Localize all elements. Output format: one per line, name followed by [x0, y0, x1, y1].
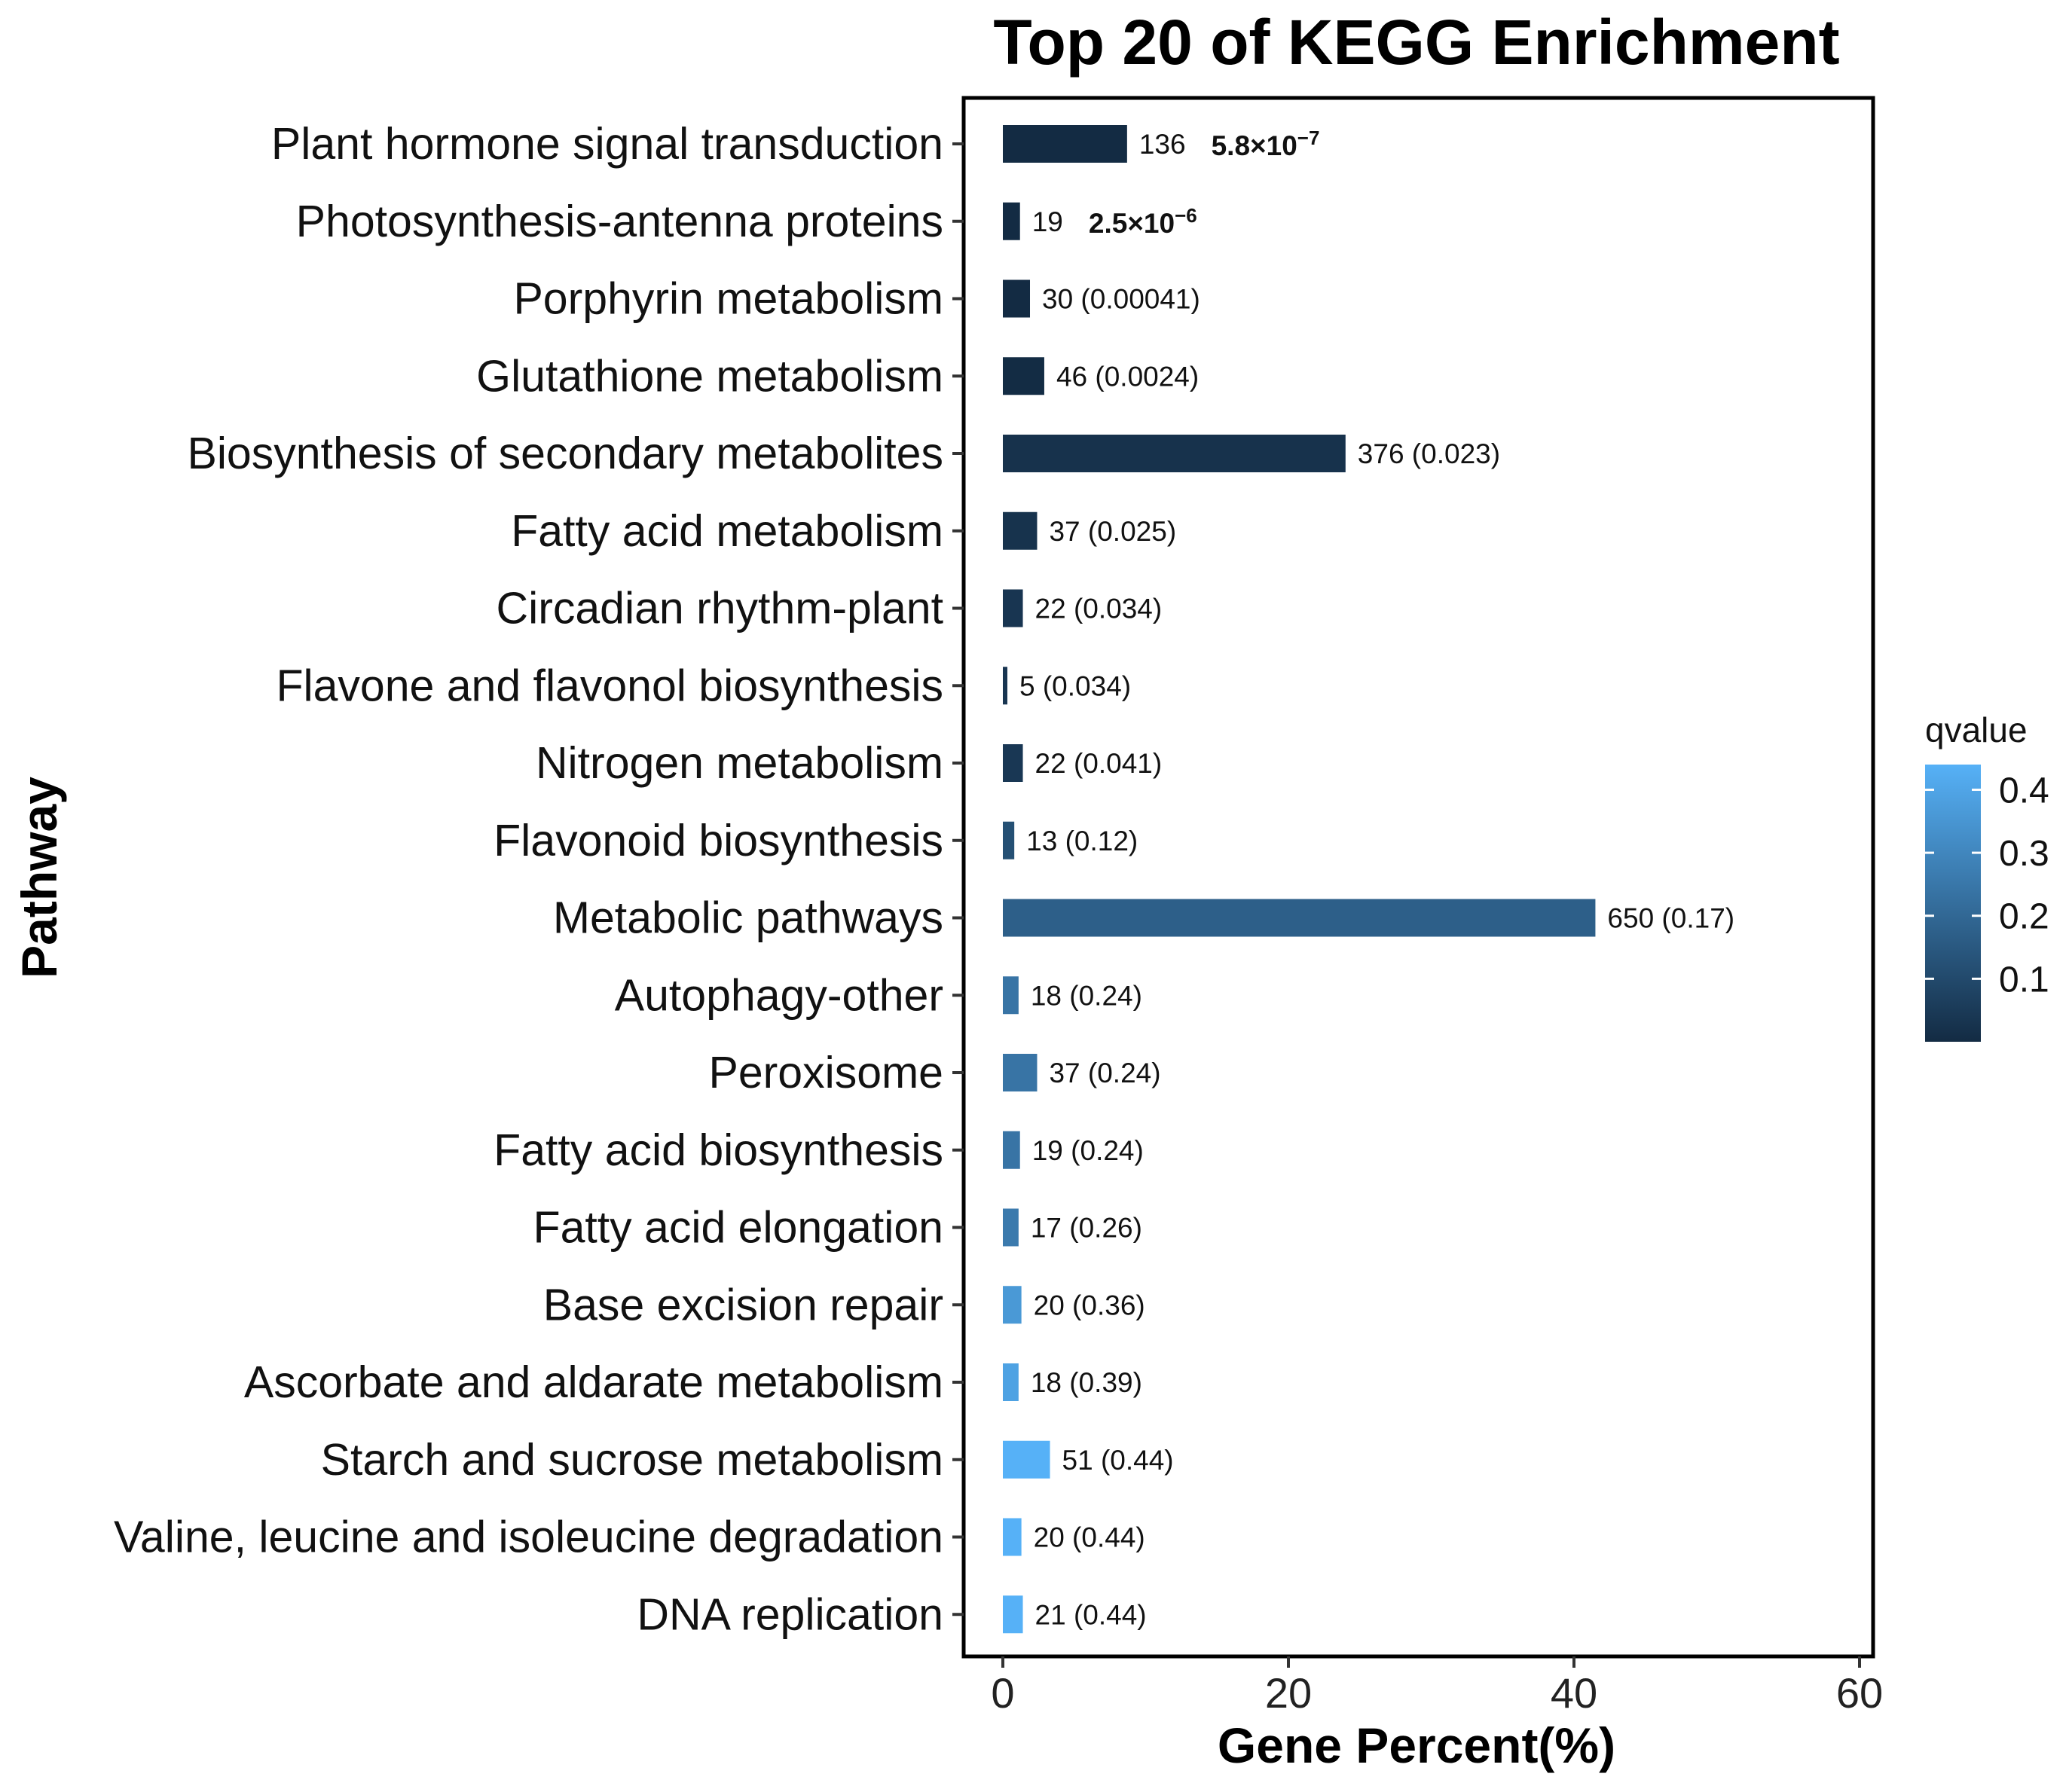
bar-label: 376 (0.023) — [1358, 438, 1500, 469]
bar-label: 13 (0.12) — [1026, 826, 1138, 856]
bar — [1003, 1131, 1020, 1169]
bar — [1003, 435, 1346, 472]
legend-title: qvalue — [1925, 710, 2028, 749]
category-label: Ascorbate and aldarate metabolism — [244, 1357, 943, 1407]
bar-label: 20 (0.44) — [1034, 1522, 1145, 1553]
bar — [1003, 976, 1019, 1015]
bar-label: 22 (0.041) — [1035, 748, 1163, 779]
bar — [1003, 744, 1023, 782]
bar — [1003, 357, 1044, 395]
bar-labels: 136 5.8×10−719 2.5×10−630 (0.00041)46 (0.0… — [1019, 127, 1734, 1630]
bar-label: 650 (0.17) — [1607, 903, 1734, 934]
x-axis-title: Gene Percent(%) — [1218, 1717, 1615, 1773]
bar-label-count: 19 — [1032, 206, 1063, 237]
bar-label: 19 (0.24) — [1032, 1135, 1144, 1166]
category-label: Fatty acid metabolism — [511, 506, 943, 556]
bar — [1003, 1363, 1019, 1401]
bar — [1003, 125, 1127, 163]
bar-label: 18 (0.39) — [1031, 1367, 1142, 1398]
bar — [1003, 899, 1596, 937]
category-label: Metabolic pathways — [553, 893, 943, 943]
x-tick-label: 20 — [1265, 1669, 1312, 1717]
x-tick-label: 60 — [1836, 1669, 1883, 1717]
bar-label: 46 (0.0024) — [1056, 361, 1199, 392]
category-label: Flavone and flavonol biosynthesis — [276, 661, 943, 710]
bar — [1003, 589, 1023, 627]
bar-label: 37 (0.025) — [1049, 516, 1176, 547]
category-labels: Plant hormone signal transduction Photosy… — [114, 119, 964, 1639]
category-label: Autophagy-other — [615, 970, 943, 1020]
bar — [1003, 821, 1015, 859]
category-label: Starch and sucrose metabolism — [321, 1435, 943, 1485]
category-label: Fatty acid elongation — [533, 1203, 943, 1253]
bar — [1003, 667, 1007, 705]
bar-label: 5 (0.034) — [1019, 670, 1131, 701]
category-label: Biosynthesis of secondary metabolites — [187, 429, 943, 478]
bar-label: 17 (0.26) — [1031, 1213, 1142, 1244]
x-tick-label: 0 — [991, 1669, 1014, 1717]
x-axis: 0 20 40 60 — [991, 1656, 1883, 1717]
plot-panel — [961, 96, 1875, 1659]
y-axis-title: Pathway — [11, 777, 67, 978]
chart-title: Top 20 of KEGG Enrichment — [993, 7, 1839, 78]
bar — [1003, 1286, 1022, 1324]
bar-label: 37 (0.24) — [1049, 1058, 1160, 1088]
bar — [1003, 279, 1031, 318]
bar-label: 20 (0.36) — [1034, 1290, 1145, 1320]
qvalue-legend: qvalue 0.1 0.2 0.3 0.4 — [1925, 710, 2049, 1042]
legend-ticks: 0.1 0.2 0.3 0.4 — [1925, 771, 2049, 1000]
legend-tick-label: 0.1 — [1999, 960, 2049, 1000]
legend-tick-label: 0.3 — [1999, 834, 2049, 874]
bar — [1003, 1208, 1019, 1247]
bar — [1003, 1518, 1022, 1556]
category-label: Glutathione metabolism — [476, 351, 943, 401]
legend-tick-label: 0.2 — [1999, 897, 2049, 937]
category-label: Nitrogen metabolism — [536, 738, 943, 788]
bar-label-count: 136 — [1139, 129, 1186, 160]
category-label: Peroxisome — [708, 1048, 943, 1097]
bar-label: 18 (0.24) — [1031, 980, 1142, 1011]
bar — [1003, 511, 1038, 550]
bar — [1003, 1440, 1050, 1479]
bars — [1003, 125, 1596, 1634]
category-label: Plant hormone signal transduction — [271, 119, 943, 169]
category-label: Fatty acid biosynthesis — [494, 1125, 943, 1175]
legend-tick-label: 0.4 — [1999, 771, 2049, 811]
category-label: DNA replication — [637, 1589, 943, 1639]
bar — [1003, 202, 1020, 240]
category-label: Flavonoid biosynthesis — [494, 816, 943, 865]
category-label: Circadian rhythm-plant — [496, 584, 943, 633]
x-tick-label: 40 — [1551, 1669, 1597, 1717]
bar-label: 22 (0.034) — [1035, 594, 1163, 624]
category-label: Valine, leucine and isoleucine degradati… — [114, 1513, 943, 1562]
category-label: Base excision repair — [543, 1280, 943, 1329]
bar — [1003, 1054, 1038, 1091]
bar-label: 21 (0.44) — [1035, 1599, 1147, 1630]
bar-label: 30 (0.00041) — [1042, 284, 1200, 315]
category-label: Porphyrin metabolism — [513, 274, 943, 324]
legend-colorbar — [1925, 765, 1981, 1042]
bar — [1003, 1595, 1023, 1634]
category-label: Photosynthesis-antenna proteins — [296, 197, 943, 246]
bar-label: 51 (0.44) — [1062, 1445, 1174, 1476]
